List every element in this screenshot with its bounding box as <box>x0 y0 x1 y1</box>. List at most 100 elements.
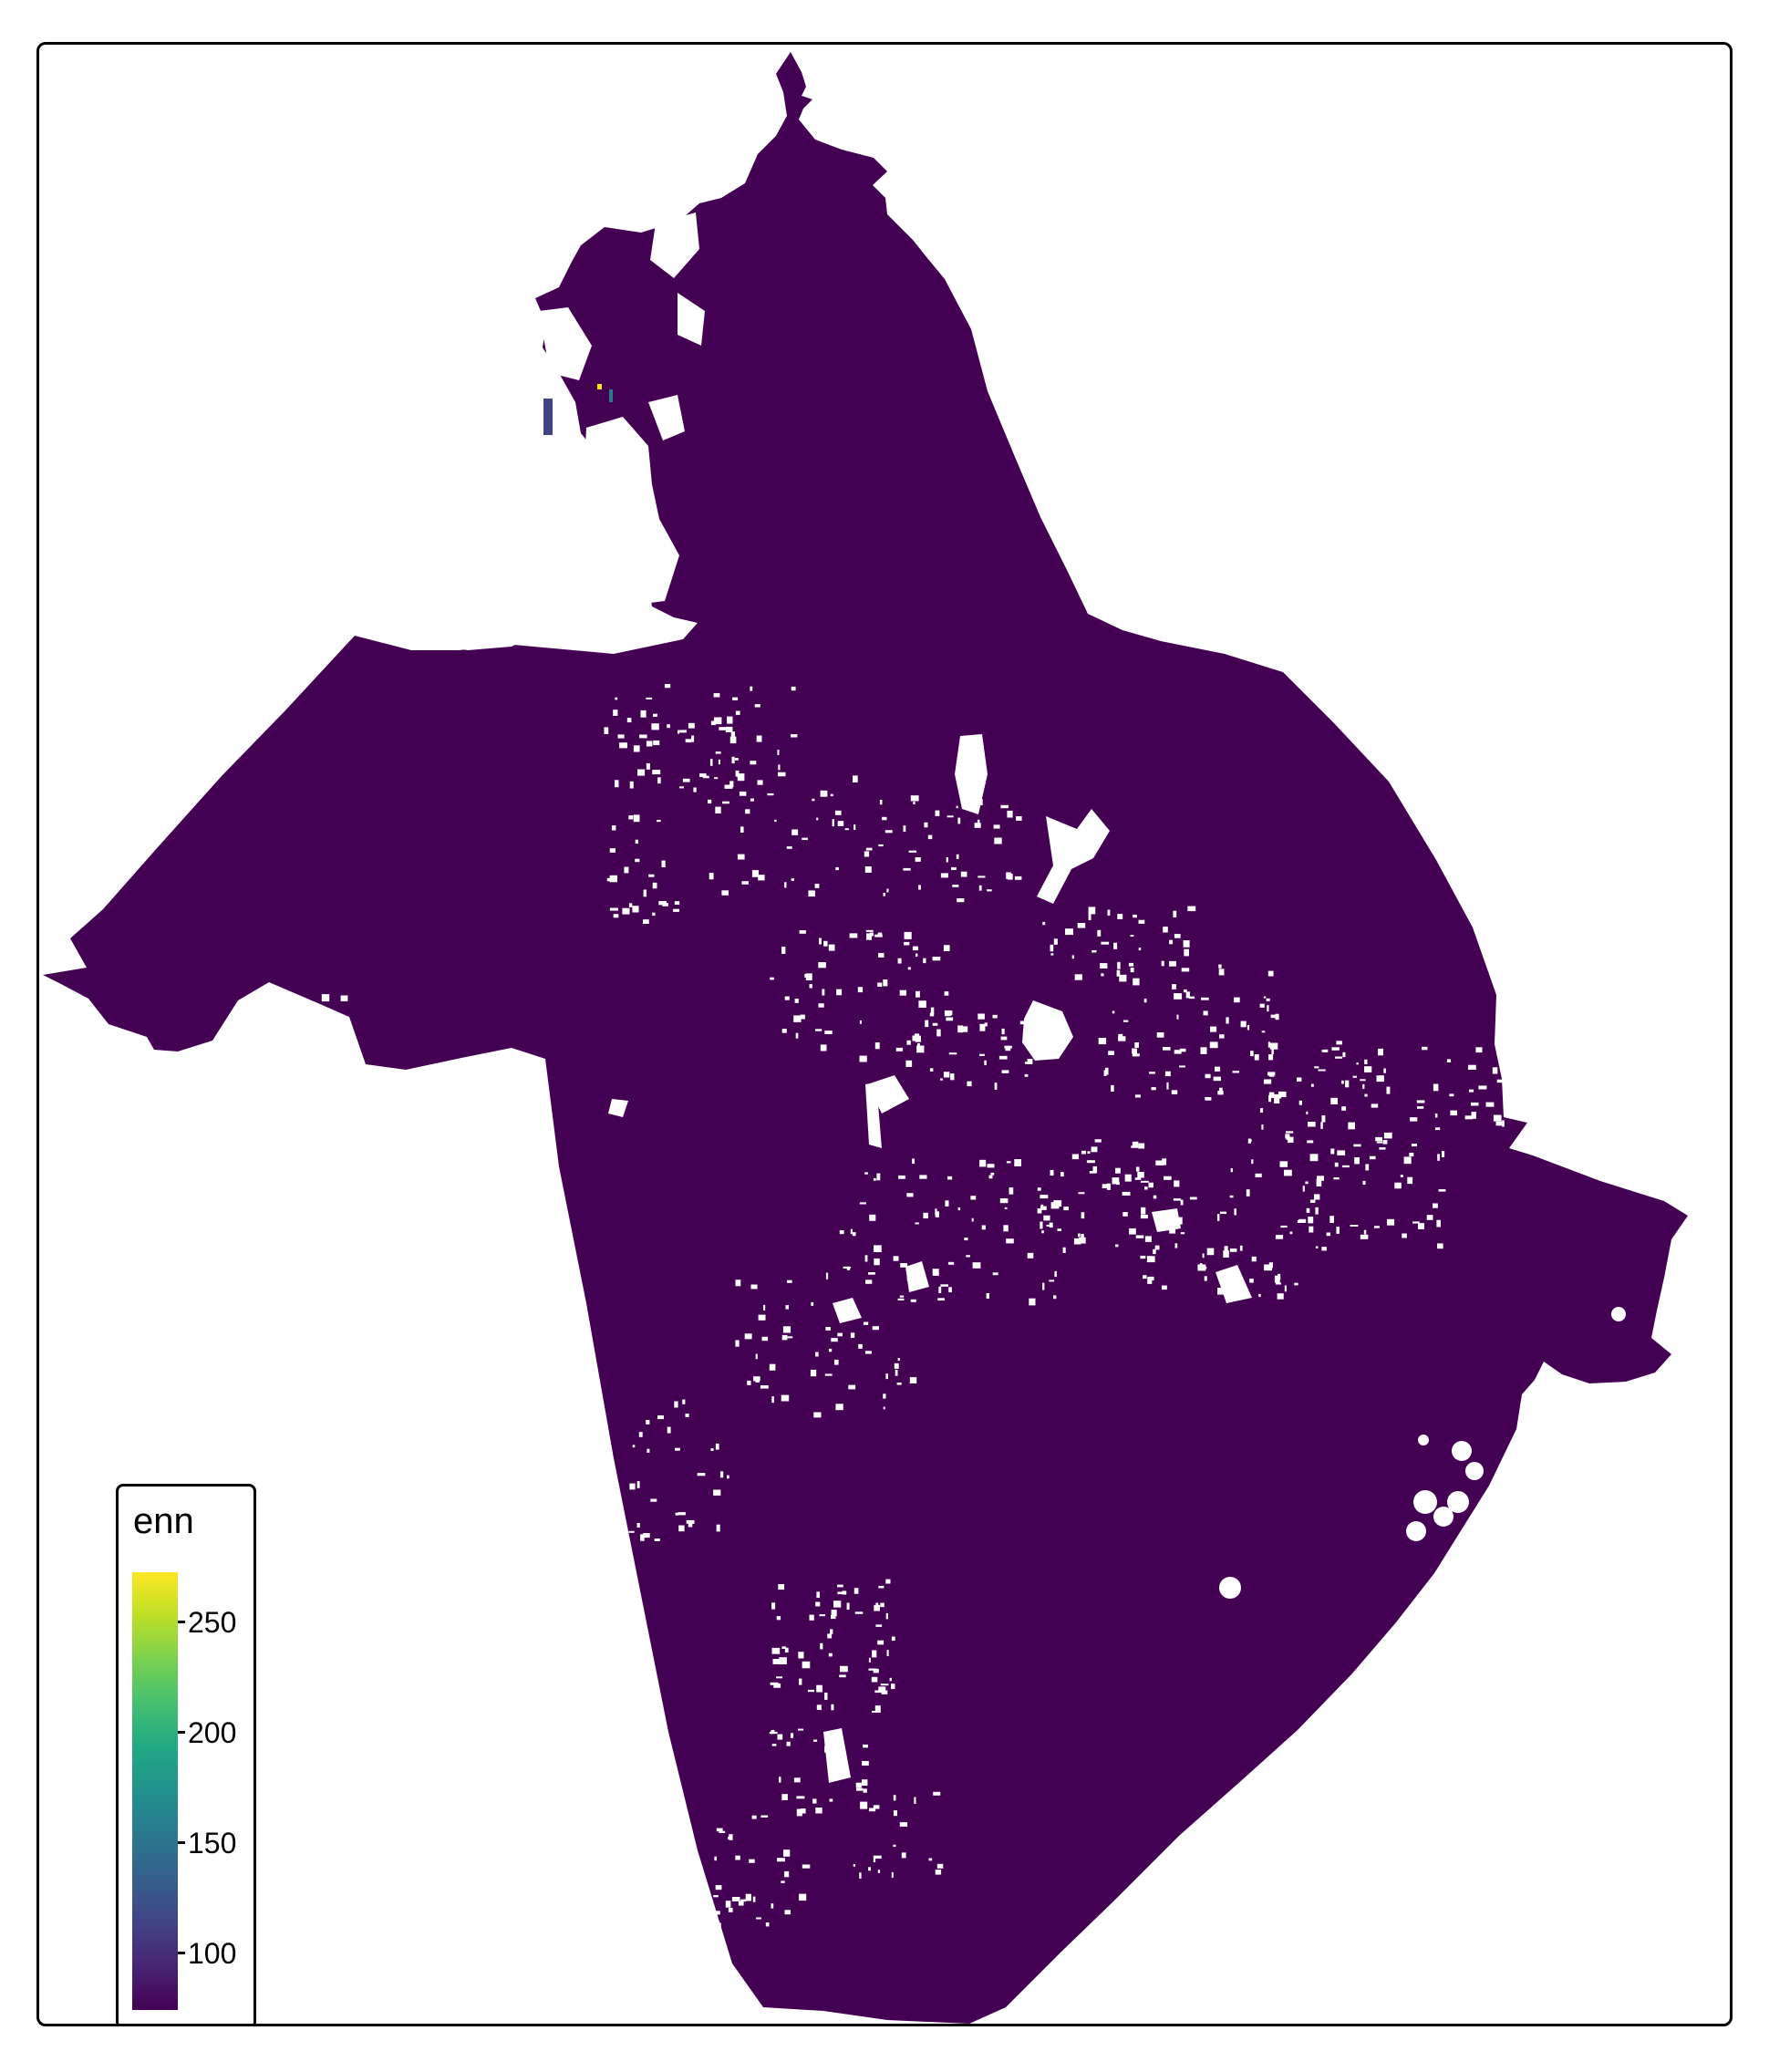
habitat-speckle <box>1140 1214 1148 1219</box>
habitat-speckle <box>816 1704 822 1710</box>
habitat-speckle <box>978 875 986 878</box>
habitat-speckle <box>709 873 714 880</box>
habitat-speckle <box>652 912 656 917</box>
habitat-speckle <box>1177 1217 1183 1225</box>
habitat-speckle <box>765 1922 770 1927</box>
habitat-speckle <box>713 717 722 725</box>
habitat-speckle <box>1122 1191 1131 1196</box>
habitat-speckle <box>1234 997 1240 1003</box>
habitat-speckle <box>915 1222 919 1225</box>
habitat-speckle <box>994 1083 998 1090</box>
habitat-speckle <box>825 1327 831 1331</box>
habitat-speckle <box>1213 1076 1221 1082</box>
habitat-speckle <box>896 1383 902 1385</box>
habitat-speckle <box>1162 1158 1167 1166</box>
habitat-speckle <box>1133 914 1137 918</box>
habitat-speckle <box>907 967 911 970</box>
habitat-speckle <box>824 1746 830 1753</box>
habitat-speckle <box>1348 1122 1355 1130</box>
habitat-speckle <box>1409 1153 1414 1157</box>
habitat-speckle <box>751 798 754 802</box>
habitat-speckle <box>872 1326 879 1331</box>
habitat-speckle <box>729 736 737 744</box>
habitat-speckle <box>1134 1177 1142 1180</box>
habitat-speckle <box>750 761 757 765</box>
habitat-speckle <box>893 1795 896 1801</box>
habitat-speckle <box>1081 1233 1084 1238</box>
habitat-speckle <box>1369 1155 1376 1160</box>
habitat-speckle <box>1267 1005 1269 1012</box>
habitat-speckle <box>699 773 707 777</box>
habitat-speckle <box>1019 1020 1025 1025</box>
habitat-speckle <box>943 945 950 951</box>
habitat-speckle <box>815 1029 822 1031</box>
habitat-speckle <box>305 1000 311 1008</box>
habitat-speckle <box>1434 1127 1441 1131</box>
habitat-speckle <box>791 734 798 738</box>
habitat-speckle <box>1006 1238 1014 1244</box>
habitat-speckle <box>802 1864 811 1869</box>
habitat-speckle <box>1184 948 1189 957</box>
habitat-speckle <box>1205 1097 1212 1101</box>
habitat-speckle <box>877 1870 881 1873</box>
habitat-speckle <box>1204 1276 1207 1281</box>
habitat-speckle <box>1330 1097 1338 1104</box>
habitat-speckle <box>865 847 873 851</box>
habitat-speckle <box>1266 998 1270 1001</box>
habitat-speckle <box>737 854 745 860</box>
habitat-speckle <box>1411 1144 1417 1147</box>
habitat-speckle <box>878 952 884 958</box>
habitat-speckle <box>718 759 720 765</box>
habitat-speckle <box>1475 1047 1483 1053</box>
habitat-speckle <box>1394 1182 1402 1189</box>
habitat-speckle <box>1174 934 1181 938</box>
habitat-speckle <box>728 1907 733 1912</box>
habitat-speckle <box>881 1690 888 1694</box>
habitat-speckle <box>615 697 618 700</box>
habitat-speckle <box>667 1426 671 1434</box>
habitat-speckle <box>819 938 822 945</box>
habitat-speckle <box>735 1340 740 1347</box>
habitat-speckle <box>628 903 633 907</box>
habitat-speckle <box>924 822 928 828</box>
habitat-speckle <box>853 775 858 782</box>
habitat-speckle <box>977 799 983 805</box>
habitat-speckle <box>1267 1041 1271 1048</box>
habitat-speckle <box>1418 1223 1424 1229</box>
habitat-speckle <box>1249 1279 1254 1283</box>
legend-title: enn <box>133 1501 194 1541</box>
habitat-speckle <box>1275 1013 1279 1020</box>
habitat-speckle <box>767 793 774 796</box>
habitat-speckle <box>971 1217 974 1222</box>
habitat-speckle <box>1286 1137 1289 1140</box>
enn-patch <box>609 389 613 402</box>
habitat-speckle <box>839 1674 846 1678</box>
habitat-speckle <box>1345 1080 1350 1088</box>
habitat-speckle <box>1360 1234 1369 1239</box>
habitat-speckle <box>280 994 286 1000</box>
habitat-speckle <box>822 989 825 996</box>
habitat-speckle <box>1352 1075 1357 1078</box>
habitat-speckle <box>901 1852 906 1859</box>
habitat-speckle <box>895 1047 903 1052</box>
habitat-speckle <box>1310 1083 1314 1087</box>
habitat-speckle <box>1174 993 1183 1000</box>
habitat-speckle <box>1092 1166 1098 1174</box>
habitat-speckle <box>1006 1161 1011 1164</box>
habitat-speckle <box>940 1284 948 1287</box>
habitat-speckle <box>1255 1173 1262 1177</box>
habitat-speckle <box>299 1012 305 1016</box>
habitat-speckle <box>878 1585 884 1589</box>
habitat-speckle <box>756 735 762 742</box>
habitat-speckle <box>796 1808 802 1817</box>
habitat-speckle <box>284 1023 288 1031</box>
habitat-speckle <box>635 839 638 844</box>
habitat-speckle <box>869 1214 876 1221</box>
habitat-speckle <box>864 1255 868 1262</box>
habitat-speckle <box>886 888 889 893</box>
habitat-speckle <box>609 875 617 883</box>
habitat-speckle <box>875 1624 883 1627</box>
habitat-speckle <box>912 1035 918 1041</box>
habitat-speckle <box>1115 1244 1119 1248</box>
habitat-speckle <box>1226 1290 1233 1297</box>
